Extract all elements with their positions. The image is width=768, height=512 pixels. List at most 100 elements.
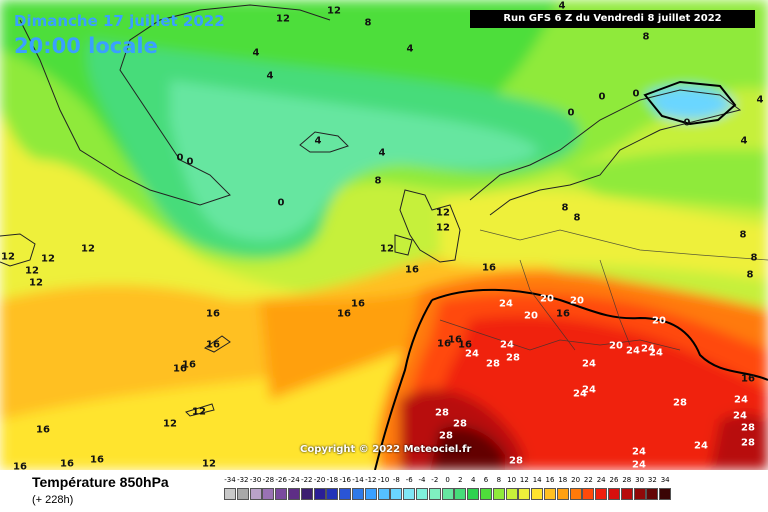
temperature-label: 0 [567, 107, 575, 119]
temperature-label: 28 [439, 430, 453, 442]
legend-value: -30 [249, 476, 262, 484]
temperature-label: 12 [436, 222, 450, 234]
legend-value: 2 [458, 476, 463, 484]
temperature-label: 8 [750, 252, 758, 264]
isotherm-20 [374, 288, 768, 470]
legend-value: -10 [377, 476, 390, 484]
legend-swatch [377, 488, 390, 500]
legend-swatch [505, 488, 518, 500]
legend-swatch [556, 488, 569, 500]
legend-swatch [608, 488, 620, 500]
legend-value: -14 [352, 476, 364, 484]
legend-value: 32 [647, 476, 657, 484]
temperature-label: 24 [694, 440, 708, 452]
temperature-label: 24 [573, 388, 587, 400]
forecast-date: Dimanche 17 juillet 2022 [14, 12, 225, 30]
legend-value: -8 [392, 476, 400, 484]
temperature-label: 0 [186, 156, 194, 168]
footer: Température 850hPa (+ 228h) -34 -32 -30 -28… [0, 470, 768, 512]
temperature-label: 16 [458, 339, 472, 351]
temperature-label: 12 [1, 251, 15, 263]
temperature-label: 24 [500, 339, 514, 351]
temperature-label: 8 [642, 31, 650, 43]
temperature-label: 0 [277, 197, 285, 209]
legend-value: -12 [365, 476, 377, 484]
temperature-label: 16 [351, 298, 365, 310]
temperature-label: 16 [60, 458, 74, 470]
legend-swatch [480, 488, 492, 500]
temperature-label: 12 [436, 207, 450, 219]
temperature-label: 16 [448, 334, 462, 346]
legend-swatch [620, 488, 633, 500]
lead-time: (+ 228h) [32, 494, 74, 506]
temperature-label: 16 [173, 363, 187, 375]
legend-swatch [300, 488, 313, 500]
legend-value: -4 [418, 476, 426, 484]
legend-value: 20 [571, 476, 581, 484]
temperature-label: 8 [746, 269, 754, 281]
temperature-label: 24 [649, 347, 663, 359]
temperature-label: 16 [482, 262, 496, 274]
temperature-label: 24 [626, 345, 640, 357]
temperature-label: 24 [734, 394, 748, 406]
temperature-label: 4 [252, 47, 260, 59]
temperature-label: 24 [733, 410, 747, 422]
temperature-label: 16 [36, 424, 50, 436]
legend-swatch [339, 488, 352, 500]
legend-value: 12 [519, 476, 529, 484]
legend-value: -22 [301, 476, 313, 484]
temperature-label: 28 [486, 358, 500, 370]
legend-swatch [262, 488, 275, 500]
legend-value: 4 [470, 476, 476, 484]
temperature-label: 8 [561, 202, 569, 214]
temperature-label: 16 [206, 339, 220, 351]
temperature-label: 16 [182, 359, 196, 371]
temperature-label: 4 [756, 94, 764, 106]
temperature-label: 24 [582, 358, 596, 370]
temperature-label: 20 [540, 293, 554, 305]
temperature-map: 12 12 8 4 4 4 8 4 0 0 0 0 4 4 4 4 0 0 0 8 12 12 8 8 8 8 8 12 12 12 12 1… [0, 0, 768, 470]
legend-value: 28 [622, 476, 632, 484]
temperature-label: 8 [364, 17, 372, 29]
temperature-label: 20 [524, 310, 538, 322]
copyright-notice: Copyright © 2022 Meteociel.fr [300, 444, 472, 455]
temperature-label: 24 [632, 459, 646, 471]
legend-value: 30 [635, 476, 645, 484]
temperature-label: 4 [558, 0, 566, 12]
variable-title: Température 850hPa [32, 474, 169, 490]
legend-swatch [352, 488, 364, 500]
temperature-label: 12 [192, 406, 206, 418]
legend-swatch [595, 488, 608, 500]
temperature-label: 8 [573, 212, 581, 224]
legend-swatch [531, 488, 544, 500]
legend-swatch [454, 488, 467, 500]
legend-value: -2 [431, 476, 439, 484]
temperature-label: 20 [652, 315, 666, 327]
legend-value: 0 [445, 476, 450, 484]
map-canvas [0, 0, 768, 470]
temperature-label: 24 [582, 384, 596, 396]
legend-swatch [313, 488, 326, 500]
temperature-label: 16 [437, 338, 451, 350]
legend-swatch [582, 488, 595, 500]
temperature-label: 12 [163, 418, 177, 430]
legend-value: 14 [532, 476, 542, 484]
legend-value: -18 [326, 476, 339, 484]
legend-swatch [492, 488, 505, 500]
temperature-label: 16 [741, 373, 755, 385]
forecast-time: 20:00 locale [14, 34, 158, 58]
legend-value: 26 [609, 476, 619, 484]
run-banner: Run GFS 6 Z du Vendredi 8 juillet 2022 [470, 10, 755, 28]
temperature-label: 16 [206, 308, 220, 320]
temperature-label: 24 [465, 348, 479, 360]
temperature-label: 28 [673, 397, 687, 409]
legend-swatch [326, 488, 339, 500]
temperature-label: 28 [741, 422, 755, 434]
temperature-label: 12 [25, 265, 39, 277]
temperature-label: 12 [380, 243, 394, 255]
legend-swatch [569, 488, 582, 500]
temperature-label: 28 [509, 455, 523, 467]
temperature-label: 24 [632, 446, 646, 458]
temperature-label: 12 [41, 253, 55, 265]
temperature-label: 28 [741, 437, 755, 449]
